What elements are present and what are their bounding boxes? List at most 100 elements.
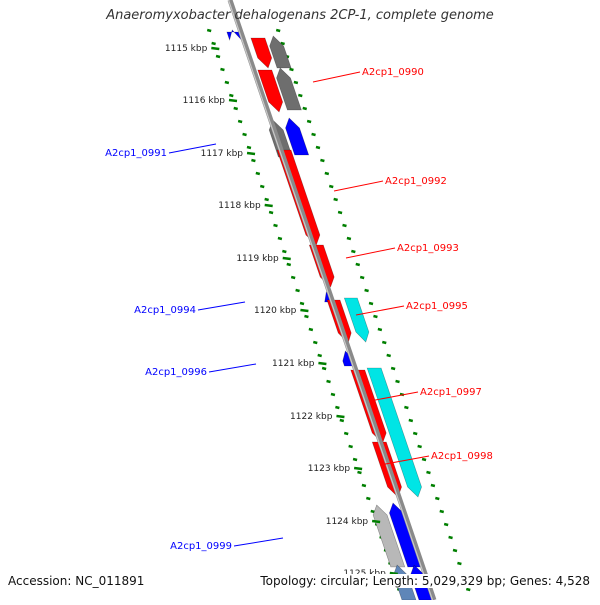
- major-tick: [336, 414, 345, 419]
- minor-tick: [412, 431, 418, 436]
- minor-tick: [421, 457, 427, 462]
- minor-tick: [351, 249, 356, 254]
- label-leader-line: [168, 143, 217, 154]
- label-leader-line: [355, 305, 405, 316]
- minor-tick: [457, 561, 462, 566]
- ruler-label: 1118 kbp: [218, 201, 261, 211]
- major-tick: [300, 308, 309, 313]
- gene-label-right[interactable]: A2cp1_0998: [431, 451, 493, 462]
- minor-tick: [465, 587, 471, 592]
- gene-feature-gray-2[interactable]: [276, 67, 302, 111]
- gene-label-right[interactable]: A2cp1_0993: [397, 243, 459, 254]
- gene-feature-gray-1[interactable]: [269, 35, 292, 69]
- minor-tick: [337, 210, 343, 215]
- minor-tick: [386, 353, 392, 358]
- gene-feature-0997-cyan[interactable]: [366, 367, 422, 498]
- label-leader-line: [369, 391, 419, 402]
- minor-tick: [324, 171, 330, 176]
- minor-tick: [330, 392, 336, 397]
- label-leader-line: [345, 247, 396, 259]
- minor-tick: [448, 535, 453, 540]
- gene-label-left[interactable]: A2cp1_0991: [105, 148, 167, 159]
- minor-tick: [408, 418, 414, 423]
- gene-label-left[interactable]: A2cp1_0996: [145, 367, 207, 378]
- ruler-ticks-right: [275, 28, 471, 592]
- minor-tick: [317, 353, 323, 358]
- minor-tick: [346, 236, 352, 241]
- gene-feature-0990a[interactable]: [250, 37, 273, 69]
- minor-tick: [361, 483, 367, 488]
- backbone-line: [227, 0, 437, 601]
- minor-tick: [373, 314, 378, 319]
- minor-tick: [435, 496, 440, 501]
- minor-tick: [233, 106, 239, 111]
- label-leader-line: [233, 537, 284, 547]
- minor-tick: [211, 41, 216, 46]
- minor-tick: [277, 236, 283, 241]
- minor-tick: [426, 470, 431, 475]
- minor-tick: [364, 288, 369, 293]
- minor-tick: [366, 496, 371, 501]
- gene-feature-0990b[interactable]: [257, 69, 283, 113]
- ruler-label: 1115 kbp: [165, 44, 208, 54]
- minor-tick: [355, 262, 361, 267]
- minor-tick: [290, 275, 296, 280]
- major-tick: [228, 98, 238, 103]
- minor-tick: [289, 67, 294, 72]
- gene-label-left[interactable]: A2cp1_0999: [170, 541, 232, 552]
- map-title: Anaeromyxobacter dehalogenans 2CP-1, com…: [106, 8, 494, 23]
- ruler-label: 1120 kbp: [254, 306, 297, 316]
- major-tick: [246, 151, 256, 156]
- label-leader-line: [208, 363, 257, 373]
- minor-tick: [259, 184, 265, 189]
- minor-tick: [321, 366, 327, 371]
- ruler-label: 1123 kbp: [308, 464, 351, 474]
- major-tick: [211, 46, 220, 51]
- gene-label-right[interactable]: A2cp1_0995: [406, 301, 468, 312]
- minor-tick: [275, 28, 281, 33]
- minor-tick: [320, 158, 325, 163]
- gene-label-right[interactable]: A2cp1_0992: [385, 176, 447, 187]
- minor-tick: [273, 223, 278, 228]
- major-tick: [264, 203, 273, 208]
- gene-label-left[interactable]: A2cp1_0994: [134, 305, 196, 316]
- minor-tick: [443, 522, 449, 527]
- minor-tick: [430, 483, 436, 488]
- gene-label-right[interactable]: A2cp1_0997: [420, 387, 482, 398]
- major-tick: [318, 361, 327, 366]
- minor-tick: [359, 275, 365, 280]
- minor-tick: [357, 470, 362, 475]
- major-tick: [389, 571, 398, 576]
- minor-tick: [404, 405, 409, 410]
- minor-tick: [308, 327, 314, 332]
- minor-tick: [293, 80, 299, 85]
- minor-tick: [339, 418, 345, 423]
- gene-label-right[interactable]: A2cp1_0990: [362, 67, 424, 78]
- ruler-label: 1119 kbp: [236, 254, 279, 264]
- gene-labels: A2cp1_0990 A2cp1_0992 A2cp1_0993 A2cp1_0995…: [105, 67, 493, 552]
- minor-tick: [302, 106, 308, 111]
- minor-tick: [282, 249, 287, 254]
- ruler-labels: 1115 kbp 1116 kbp 1117 kbp 1118 kbp 1119 kbp…: [165, 44, 398, 579]
- label-leader-line: [197, 301, 246, 311]
- minor-tick: [297, 93, 303, 98]
- gene-feature-0995-cyan[interactable]: [343, 297, 370, 343]
- minor-tick: [439, 509, 445, 514]
- minor-tick: [299, 301, 305, 306]
- label-leader-line: [312, 71, 361, 83]
- ruler-label: 1124 kbp: [326, 517, 369, 527]
- minor-tick: [304, 314, 309, 319]
- gene-feature-0991[interactable]: [285, 117, 310, 156]
- ruler-label: 1116 kbp: [183, 96, 226, 106]
- minor-tick: [311, 132, 316, 137]
- minor-tick: [268, 210, 274, 215]
- minor-tick: [377, 327, 383, 332]
- gene-feature-0999-gray[interactable]: [372, 504, 406, 568]
- minor-tick: [220, 67, 225, 72]
- label-leader-line: [333, 180, 384, 192]
- minor-tick: [215, 54, 221, 59]
- ruler-label: 1117 kbp: [201, 149, 244, 159]
- minor-tick: [390, 366, 396, 371]
